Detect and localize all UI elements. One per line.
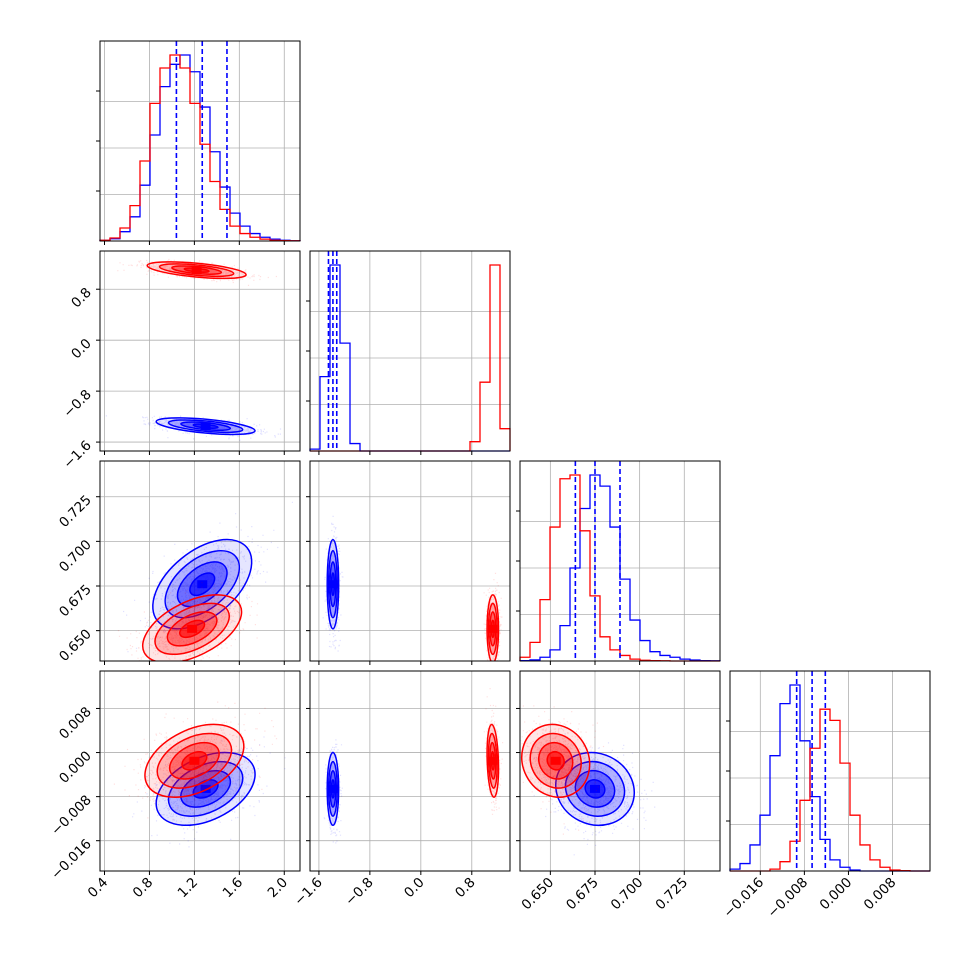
panel-frame bbox=[99, 250, 301, 452]
x-tick-label: −0.8 bbox=[342, 875, 376, 909]
x-tick-label: 0.675 bbox=[563, 875, 602, 914]
y-tick-label: −0.008 bbox=[48, 792, 95, 839]
y-tick-label: 0.650 bbox=[56, 626, 95, 665]
x-tick-label: 0.8 bbox=[452, 875, 479, 902]
red-histogram-line bbox=[730, 708, 930, 872]
panel-frame bbox=[99, 40, 301, 242]
red-histogram-line bbox=[99, 54, 301, 242]
red-density-peak bbox=[487, 624, 498, 633]
panel-frame bbox=[99, 670, 301, 872]
panel-background bbox=[100, 251, 300, 451]
y-tick-label: 0.0 bbox=[68, 336, 95, 363]
y-tick-label: 0.725 bbox=[56, 492, 95, 531]
y-tick-label: 0.000 bbox=[56, 748, 95, 787]
scatter-panel-1: −1.6 −0.8 0.0 0.8 bbox=[60, 250, 301, 472]
x-tick-label: 0.4 bbox=[85, 875, 112, 902]
x-tick-label: −1.6 bbox=[291, 875, 325, 909]
panel-background bbox=[310, 671, 510, 871]
panel-background bbox=[310, 251, 510, 451]
blue-density-peak bbox=[200, 422, 211, 431]
histogram-panel-1 bbox=[96, 40, 301, 245]
y-tick-label: 0.008 bbox=[56, 704, 95, 743]
x-tick-label: −0.016 bbox=[720, 875, 767, 922]
y-tick-label: 0.700 bbox=[56, 537, 95, 576]
histogram-panel-3 bbox=[516, 460, 721, 665]
panel-frame bbox=[99, 460, 301, 662]
panel-background bbox=[100, 671, 300, 871]
panel-background bbox=[520, 671, 720, 871]
x-tick-label: 0.725 bbox=[652, 875, 691, 914]
y-tick-label: −0.016 bbox=[48, 836, 95, 883]
panel-frame bbox=[519, 460, 721, 662]
x-tick-label: 0.700 bbox=[608, 875, 647, 914]
x-tick-label: 0.000 bbox=[817, 875, 856, 914]
histogram-panel-4: −0.016−0.008 0.000 0.008 bbox=[720, 670, 931, 922]
panel-background bbox=[730, 671, 930, 871]
y-tick-label: −0.8 bbox=[60, 387, 94, 421]
blue-density-peak bbox=[327, 580, 338, 589]
scatter-panel-2: 0.650 0.675 0.700 0.725 bbox=[56, 460, 301, 665]
blue-density-peak bbox=[590, 784, 600, 793]
blue-density-peak bbox=[327, 784, 338, 793]
red-density-peak bbox=[189, 756, 200, 765]
red-density-peak bbox=[487, 756, 498, 765]
x-tick-label: 2.0 bbox=[265, 875, 292, 902]
red-sample-points bbox=[483, 688, 504, 815]
x-tick-label: 1.2 bbox=[175, 875, 202, 902]
scatter-panel-6: 0.650 0.675 0.700 0.725 bbox=[516, 670, 721, 914]
blue-density-peak bbox=[197, 580, 208, 589]
panel-frame bbox=[309, 250, 511, 452]
y-tick-label: −1.6 bbox=[60, 438, 94, 472]
panel-frame bbox=[309, 460, 511, 662]
x-tick-label: −0.008 bbox=[765, 875, 812, 922]
x-tick-label: 1.6 bbox=[220, 875, 247, 902]
scatter-panel-4: 0.4 0.8 1.2 1.6 2.0 −0.016−0.008 0.000 0.008 bbox=[48, 670, 301, 902]
x-tick-label: 0.650 bbox=[519, 875, 558, 914]
panel-frame bbox=[309, 670, 511, 872]
scatter-panel-5: −1.6 −0.8 0.0 0.8 bbox=[291, 670, 511, 909]
red-sample-points bbox=[117, 571, 259, 661]
red-sample-points bbox=[520, 705, 605, 835]
scatter-panel-3 bbox=[306, 460, 511, 665]
x-tick-label: 0.8 bbox=[130, 875, 157, 902]
x-tick-label: 0.0 bbox=[401, 875, 428, 902]
red-density-peak bbox=[187, 624, 198, 633]
y-tick-label: 0.8 bbox=[68, 285, 95, 312]
red-density-peak bbox=[550, 756, 561, 765]
red-density-peak bbox=[191, 266, 202, 275]
panel-background bbox=[310, 461, 510, 661]
histogram-panel-2 bbox=[306, 250, 511, 455]
panel-frame bbox=[519, 670, 721, 872]
y-tick-label: 0.675 bbox=[56, 582, 95, 621]
x-tick-label: 0.008 bbox=[861, 875, 900, 914]
panel-frame bbox=[729, 670, 931, 872]
blue-density-peak bbox=[200, 784, 211, 793]
